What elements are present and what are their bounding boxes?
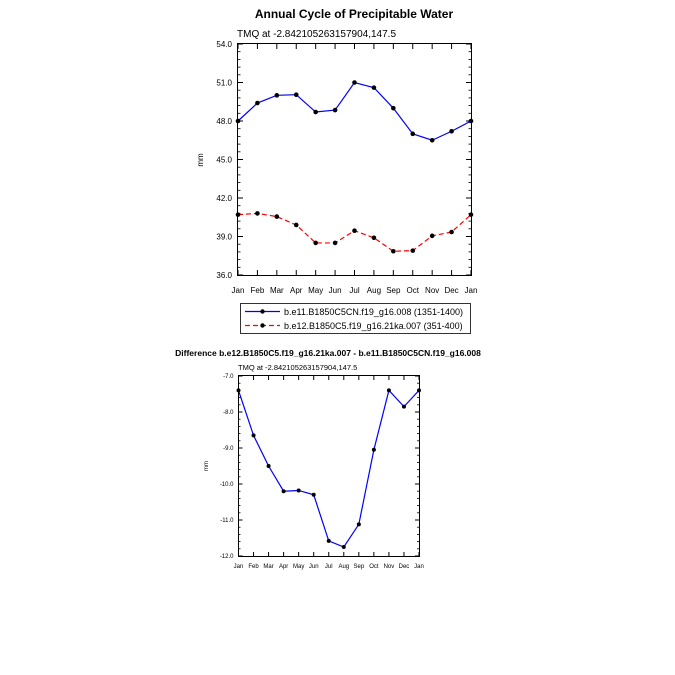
top-xtick-label: Jun [329, 286, 342, 295]
bottom-data-point [266, 464, 271, 468]
top-data-point [255, 100, 260, 106]
top-data-point [274, 93, 280, 98]
top-data-point [429, 233, 435, 239]
bottom-xtick-label: Jan [234, 564, 244, 570]
top-series-line-0 [237, 81, 472, 141]
legend-box [240, 303, 471, 334]
bottom-xtick-label: Oct [369, 564, 379, 570]
bottom-plot-frame [238, 375, 420, 557]
top-data-point [352, 80, 357, 85]
top-data-point [332, 240, 338, 246]
top-xtick-label: Oct [407, 286, 420, 295]
top-ytick-label: 48.0 [216, 117, 232, 126]
bottom-chart-subtitle: TMQ at -2.842105263157904,147.5 [238, 363, 357, 372]
bottom-xtick-label: Feb [248, 564, 259, 570]
bottom-xtick-label: Nov [384, 564, 395, 570]
top-xtick-label: Mar [270, 286, 284, 295]
bottom-xtick-label: Jan [414, 564, 424, 570]
bottom-ytick-label: -12.0 [220, 554, 234, 560]
top-ytick-label: 45.0 [216, 155, 232, 164]
top-ytick-label: 36.0 [216, 271, 232, 280]
top-xtick-label: Feb [251, 286, 265, 295]
top-data-point [293, 222, 299, 228]
top-xtick-label: May [308, 286, 323, 295]
top-data-point [449, 128, 454, 134]
top-data-point [429, 137, 435, 143]
top-data-point [410, 131, 416, 137]
bottom-ytick-label: -7.0 [223, 374, 234, 380]
top-data-point [410, 248, 416, 253]
legend-item-0: b.e11.B1850C5CN.f19_g16.008 (1351-1400) [245, 307, 463, 317]
top-chart-subtitle: TMQ at -2.842105263157904,147.5 [237, 29, 396, 40]
bottom-chart-ylabel: mm [204, 461, 210, 471]
bottom-ytick-label: -10.0 [220, 482, 234, 488]
bottom-ytick-label: -8.0 [223, 410, 234, 416]
bottom-data-point [296, 488, 301, 493]
bottom-data-point [311, 492, 316, 497]
bottom-xtick-label: Aug [338, 564, 349, 570]
top-ytick-label: 39.0 [216, 232, 232, 241]
top-chart-ylabel: mm [196, 153, 205, 167]
bottom-data-point [386, 388, 391, 393]
bottom-data-point [356, 522, 361, 527]
top-data-point [293, 92, 299, 97]
bottom-chart: Difference b.e12.B1850C5.f19_g16.21ka.00… [175, 348, 481, 570]
top-data-point [313, 109, 318, 115]
legend-marker-0 [260, 309, 265, 314]
legend-label-0: b.e11.B1850C5CN.f19_g16.008 (1351-1400) [284, 307, 463, 317]
bottom-data-point [341, 545, 346, 549]
top-xtick-label: Apr [290, 286, 303, 295]
top-xtick-label: Nov [425, 286, 439, 295]
bottom-xtick-label: Apr [279, 564, 288, 570]
legend-marker-1 [260, 323, 265, 328]
top-chart-title: Annual Cycle of Precipitable Water [255, 7, 454, 21]
top-data-point [313, 240, 318, 246]
top-data-point [449, 229, 454, 235]
bottom-data-point [281, 489, 286, 494]
top-data-point [274, 214, 280, 219]
top-plot-frame [237, 43, 472, 276]
top-data-point [371, 235, 377, 241]
legend: b.e11.B1850C5CN.f19_g16.008 (1351-1400) … [240, 303, 471, 334]
top-xtick-label: Sep [386, 286, 401, 295]
top-ytick-label: 42.0 [216, 194, 232, 203]
top-xtick-label: Jul [349, 286, 359, 295]
bottom-xtick-label: Dec [399, 564, 410, 570]
top-xtick-label: Dec [444, 286, 458, 295]
bottom-xtick-label: Sep [353, 564, 364, 570]
top-ytick-label: 54.0 [216, 40, 232, 49]
bottom-xtick-label: Jul [325, 564, 333, 570]
top-ytick-label: 51.0 [216, 78, 232, 87]
top-xtick-label: Jan [465, 286, 478, 295]
bottom-data-point [371, 447, 376, 452]
top-xtick-label: Aug [367, 286, 381, 295]
bottom-series-line-0 [237, 389, 420, 548]
bottom-xtick-label: Jun [309, 564, 319, 570]
top-xtick-label: Jan [232, 286, 245, 295]
legend-item-1: b.e12.B1850C5.f19_g16.21ka.007 (351-400) [245, 321, 463, 331]
top-data-point [352, 228, 357, 234]
top-data-point [255, 211, 260, 216]
bottom-xtick-label: Mar [263, 564, 273, 570]
legend-label-1: b.e12.B1850C5.f19_g16.21ka.007 (351-400) [284, 321, 463, 331]
top-data-point [391, 248, 396, 254]
top-data-point [391, 105, 396, 111]
bottom-data-point [251, 433, 256, 438]
bottom-xtick-label: May [293, 564, 304, 570]
bottom-data-point [326, 538, 331, 543]
bottom-ytick-label: -11.0 [220, 518, 234, 524]
bottom-chart-title: Difference b.e12.B1850C5.f19_g16.21ka.00… [175, 348, 481, 358]
top-chart: Annual Cycle of Precipitable Water TMQ a… [196, 7, 477, 334]
top-data-point [332, 107, 338, 113]
bottom-ytick-label: -9.0 [223, 446, 234, 452]
bottom-data-point [401, 404, 406, 409]
top-data-point [371, 85, 377, 90]
